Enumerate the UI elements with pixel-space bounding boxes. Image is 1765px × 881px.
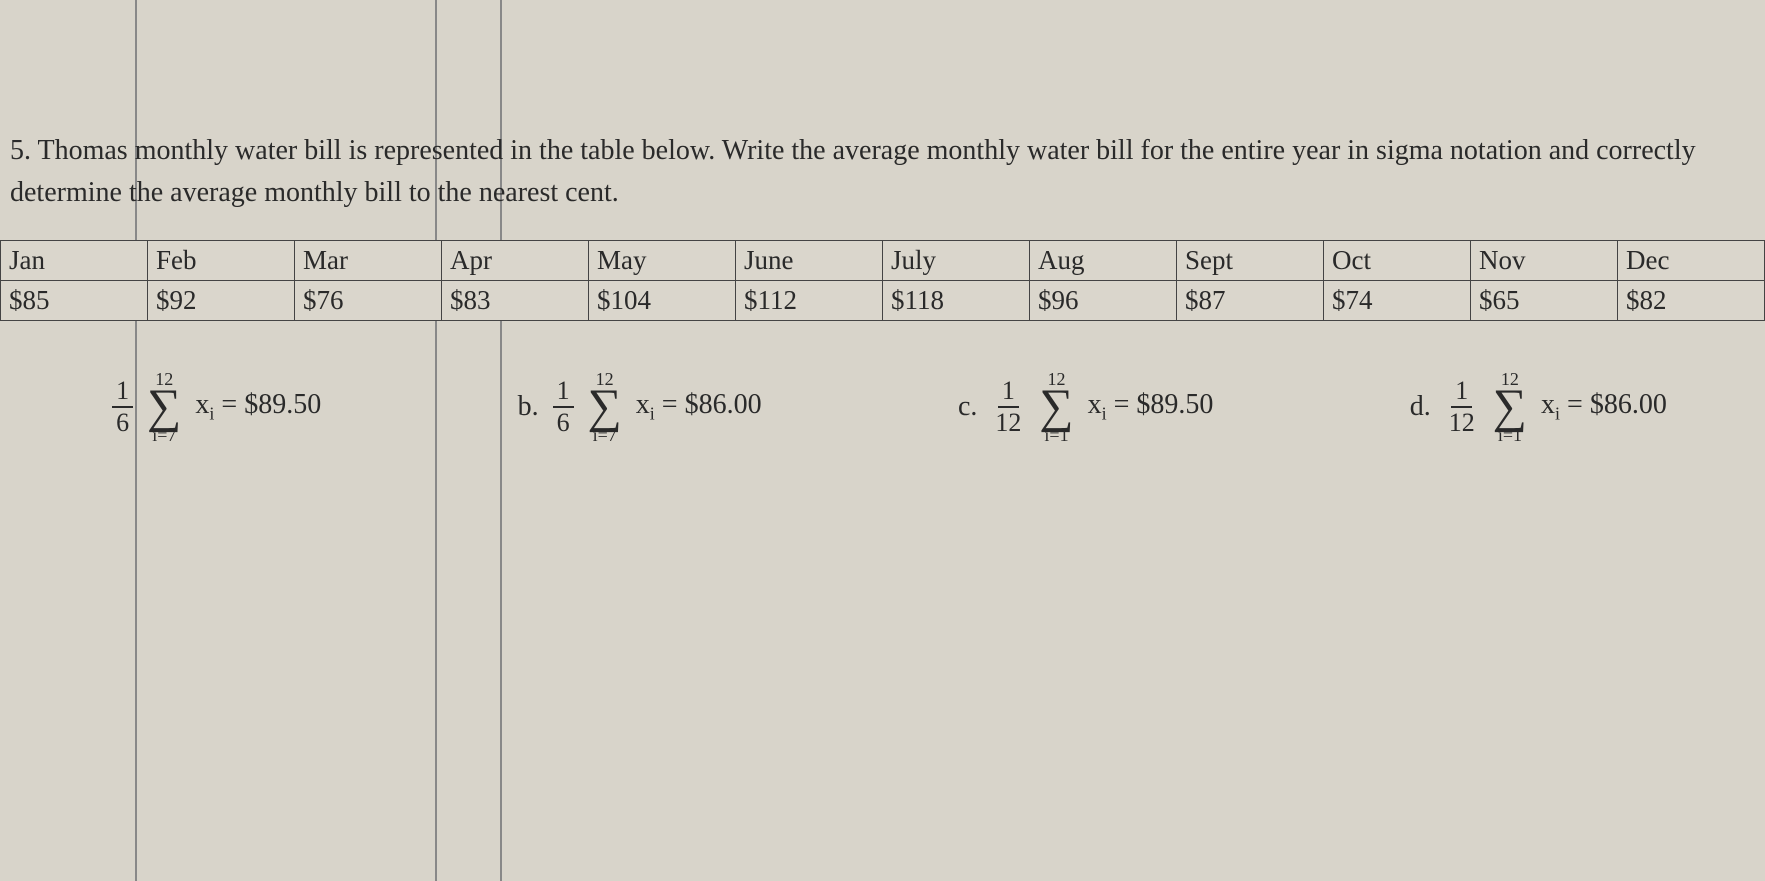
table-row-values: $85 $92 $76 $83 $104 $112 $118 $96 $87 $…: [1, 281, 1765, 321]
answer-d: d. 1 12 12 ∑ i=1 xi = $86.00: [1410, 370, 1667, 444]
fraction-denominator: 6: [112, 408, 133, 436]
summation-term: xi = $86.00: [636, 389, 762, 425]
value-cell: $85: [1, 281, 148, 321]
month-cell: May: [589, 241, 736, 281]
month-cell: Nov: [1471, 241, 1618, 281]
result-value: $89.50: [1136, 389, 1213, 420]
month-cell: Sept: [1177, 241, 1324, 281]
sum-lower: i=1: [1498, 426, 1522, 444]
fraction: 1 6: [112, 378, 133, 436]
value-cell: $118: [883, 281, 1030, 321]
month-cell: Mar: [295, 241, 442, 281]
fraction: 1 12: [991, 378, 1025, 436]
fraction-numerator: 1: [1451, 378, 1472, 408]
sigma-icon: ∑: [588, 388, 622, 426]
summation-term: xi = $89.50: [195, 389, 321, 425]
month-cell: Apr: [442, 241, 589, 281]
month-cell: Jan: [1, 241, 148, 281]
question-text: 5. Thomas monthly water bill is represen…: [10, 130, 1750, 214]
value-cell: $112: [736, 281, 883, 321]
value-cell: $82: [1618, 281, 1765, 321]
summation-term: xi = $86.00: [1541, 389, 1667, 425]
month-cell: June: [736, 241, 883, 281]
summation: 12 ∑ i=1: [1039, 370, 1073, 444]
answer-a: 1 6 12 ∑ i=7 xi = $89.50: [98, 370, 321, 444]
fraction-numerator: 1: [998, 378, 1019, 408]
result-value: $86.00: [1590, 389, 1667, 420]
sum-lower: i=7: [152, 426, 176, 444]
answer-b: b. 1 6 12 ∑ i=7 xi = $86.00: [518, 370, 762, 444]
month-cell: July: [883, 241, 1030, 281]
answer-label: c.: [958, 391, 977, 423]
summation: 12 ∑ i=7: [588, 370, 622, 444]
value-cell: $83: [442, 281, 589, 321]
month-cell: Oct: [1324, 241, 1471, 281]
month-cell: Feb: [148, 241, 295, 281]
month-cell: Aug: [1030, 241, 1177, 281]
answer-c: c. 1 12 12 ∑ i=1 xi = $89.50: [958, 370, 1213, 444]
month-cell: Dec: [1618, 241, 1765, 281]
question-number: 5.: [10, 135, 31, 166]
sigma-icon: ∑: [1493, 388, 1527, 426]
value-cell: $65: [1471, 281, 1618, 321]
data-table: Jan Feb Mar Apr May June July Aug Sept O…: [0, 240, 1765, 321]
value-cell: $74: [1324, 281, 1471, 321]
summation: 12 ∑ i=1: [1493, 370, 1527, 444]
answer-choices: 1 6 12 ∑ i=7 xi = $89.50 b. 1 6 12 ∑ i=7…: [0, 370, 1765, 444]
value-cell: $76: [295, 281, 442, 321]
fraction: 1 6: [553, 378, 574, 436]
value-cell: $87: [1177, 281, 1324, 321]
value-cell: $92: [148, 281, 295, 321]
question-body: Thomas monthly water bill is represented…: [10, 135, 1696, 208]
fraction-numerator: 1: [112, 378, 133, 408]
fraction: 1 12: [1445, 378, 1479, 436]
sum-lower: i=7: [593, 426, 617, 444]
fraction-denominator: 12: [991, 408, 1025, 436]
answer-label: d.: [1410, 391, 1431, 423]
result-value: $86.00: [685, 389, 762, 420]
summation-term: xi = $89.50: [1088, 389, 1214, 425]
result-value: $89.50: [244, 389, 321, 420]
sum-lower: i=1: [1044, 426, 1068, 444]
sigma-icon: ∑: [1039, 388, 1073, 426]
fraction-denominator: 6: [553, 408, 574, 436]
value-cell: $96: [1030, 281, 1177, 321]
sigma-icon: ∑: [147, 388, 181, 426]
value-cell: $104: [589, 281, 736, 321]
table-row-months: Jan Feb Mar Apr May June July Aug Sept O…: [1, 241, 1765, 281]
answer-label: b.: [518, 391, 539, 423]
fraction-denominator: 12: [1445, 408, 1479, 436]
fraction-numerator: 1: [553, 378, 574, 408]
summation: 12 ∑ i=7: [147, 370, 181, 444]
